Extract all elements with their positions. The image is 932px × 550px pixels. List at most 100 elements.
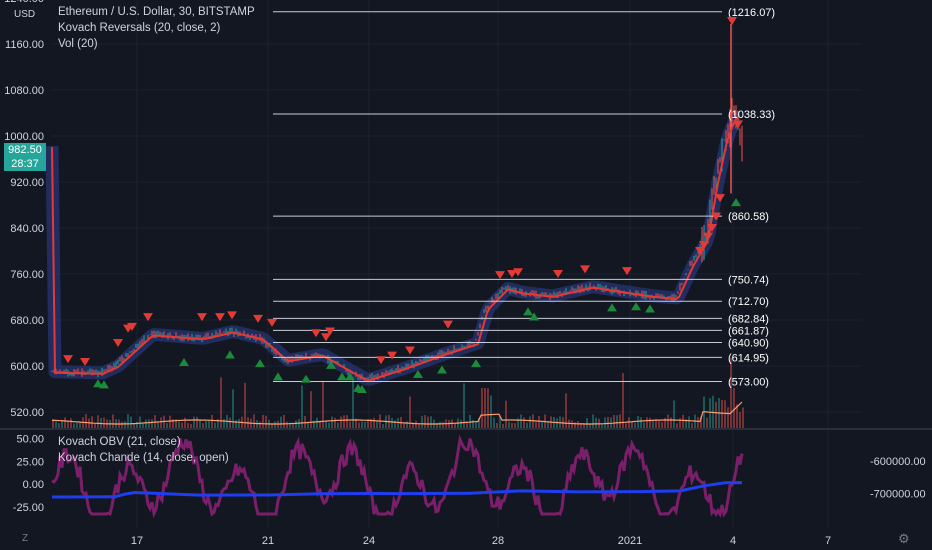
indicator-kovach-chande[interactable]: Kovach Chande (14, close, open) xyxy=(58,452,229,464)
reversal-down-marker xyxy=(695,247,705,255)
volume-bar xyxy=(418,422,420,428)
volume-bar xyxy=(292,423,294,428)
reversal-down-marker xyxy=(507,270,517,278)
volume-bar xyxy=(478,418,480,428)
volume-bar xyxy=(160,417,162,428)
volume-bar xyxy=(535,422,537,428)
symbol-title[interactable]: Ethereum / U.S. Dollar, 30, BITSTAMP xyxy=(58,6,255,18)
volume-bar xyxy=(124,421,126,428)
volume-bar xyxy=(148,419,150,428)
price-axis[interactable]: 1240.00 1160.00 1080.00 1000.00 920.00 840.00… xyxy=(4,0,925,514)
reversal-down-marker xyxy=(495,271,505,280)
volume-bar xyxy=(580,422,582,428)
volume-bar xyxy=(322,381,324,428)
volume-bar xyxy=(67,421,69,428)
reversal-down-marker xyxy=(127,322,137,331)
volume-bar xyxy=(415,420,417,428)
volume-bar xyxy=(286,421,288,428)
reversal-down-marker xyxy=(267,318,277,327)
volume-bar xyxy=(487,388,489,428)
reversal-up-marker xyxy=(93,379,103,388)
volume-bar xyxy=(631,421,633,428)
level-label: (1038.33) xyxy=(728,109,775,121)
volume-bar xyxy=(328,422,330,428)
reversal-down-marker xyxy=(703,232,713,241)
price-tick-label: 680.00 xyxy=(10,315,44,327)
volume-bar xyxy=(583,423,585,428)
reversal-down-marker xyxy=(707,224,717,232)
volume-bar xyxy=(187,422,189,428)
volume-bar xyxy=(685,418,687,428)
volume-bar xyxy=(307,421,309,428)
indicator-volume[interactable]: Vol (20) xyxy=(58,38,98,50)
price-tick-label: 1240.00 xyxy=(4,0,44,5)
level-label: (712.70) xyxy=(728,296,769,308)
volume-bar xyxy=(721,399,723,428)
volume-bar xyxy=(154,415,156,428)
volume-bar xyxy=(97,415,99,428)
volume-bar xyxy=(136,421,138,428)
level-label: (640.90) xyxy=(728,337,769,349)
volume-bar xyxy=(319,421,321,428)
date-tick-label: 7 xyxy=(825,535,831,547)
volume-bar xyxy=(430,416,432,428)
reversal-center-line xyxy=(51,117,740,382)
level-label: (1216.07) xyxy=(728,7,775,19)
volume-bar xyxy=(646,417,648,428)
indicator-kovach-obv[interactable]: Kovach OBV (21, close) xyxy=(58,436,181,448)
reversal-up-marker xyxy=(529,312,539,321)
volume-bar xyxy=(316,417,318,428)
volume-bar xyxy=(346,415,348,428)
currency-label[interactable]: USD xyxy=(14,9,36,20)
volume-bar xyxy=(469,414,471,428)
reversal-down-marker xyxy=(325,327,335,336)
volume-bar xyxy=(556,418,558,428)
volume-bar xyxy=(442,421,444,428)
settings-gear-icon[interactable]: ⚙ xyxy=(898,531,910,546)
volume-bar xyxy=(406,421,408,428)
volume-bar xyxy=(649,417,651,428)
volume-bar xyxy=(691,423,693,428)
reversal-down-marker xyxy=(376,356,386,365)
volume-bar xyxy=(244,382,246,428)
volume-bar xyxy=(178,421,180,428)
volume-bar xyxy=(724,400,726,428)
price-tick-label: 1000.00 xyxy=(4,131,44,143)
reversal-up-marker xyxy=(225,350,235,359)
level-label: (661.87) xyxy=(728,325,769,337)
volume-bar xyxy=(514,423,516,428)
volume-bar xyxy=(172,419,174,428)
reversal-up-marker xyxy=(645,304,655,313)
volume-bar xyxy=(94,423,96,428)
reversal-up-marker xyxy=(607,303,617,312)
volume-bar xyxy=(301,385,303,428)
volume-bar xyxy=(112,414,114,428)
volume-bar xyxy=(262,414,264,428)
volume-bar xyxy=(202,423,204,428)
volume-bar xyxy=(736,404,738,428)
date-tick-label: 2021 xyxy=(618,535,642,547)
reversal-up-marker xyxy=(437,365,447,374)
time-axis[interactable]: 17 21 24 28 2021 4 7 xyxy=(131,535,831,547)
volume-bar xyxy=(709,398,711,428)
reversal-up-marker xyxy=(731,198,741,207)
price-tick-label: 760.00 xyxy=(10,269,44,281)
volume-bar xyxy=(712,395,714,428)
zoom-reset-button[interactable]: Z xyxy=(22,533,29,544)
volume-bar xyxy=(310,391,312,428)
price-tick-label: 840.00 xyxy=(10,223,44,235)
volume-bar xyxy=(499,416,501,428)
indicator-kovach-reversals[interactable]: Kovach Reversals (20, close, 2) xyxy=(58,22,221,34)
volume-bar xyxy=(667,414,669,428)
volume-bar xyxy=(421,415,423,428)
reversal-levels: (1216.07) (1038.33) (860.58) (750.74) (712.7… xyxy=(273,7,775,389)
volume-bar xyxy=(397,418,399,428)
reversal-down-marker xyxy=(253,314,263,323)
reversal-down-marker xyxy=(227,311,237,320)
volume-bar xyxy=(190,423,192,428)
volume-bar xyxy=(613,414,615,428)
volume-bar xyxy=(352,380,354,428)
volume-bar xyxy=(658,421,660,428)
volume-bar xyxy=(127,414,129,428)
